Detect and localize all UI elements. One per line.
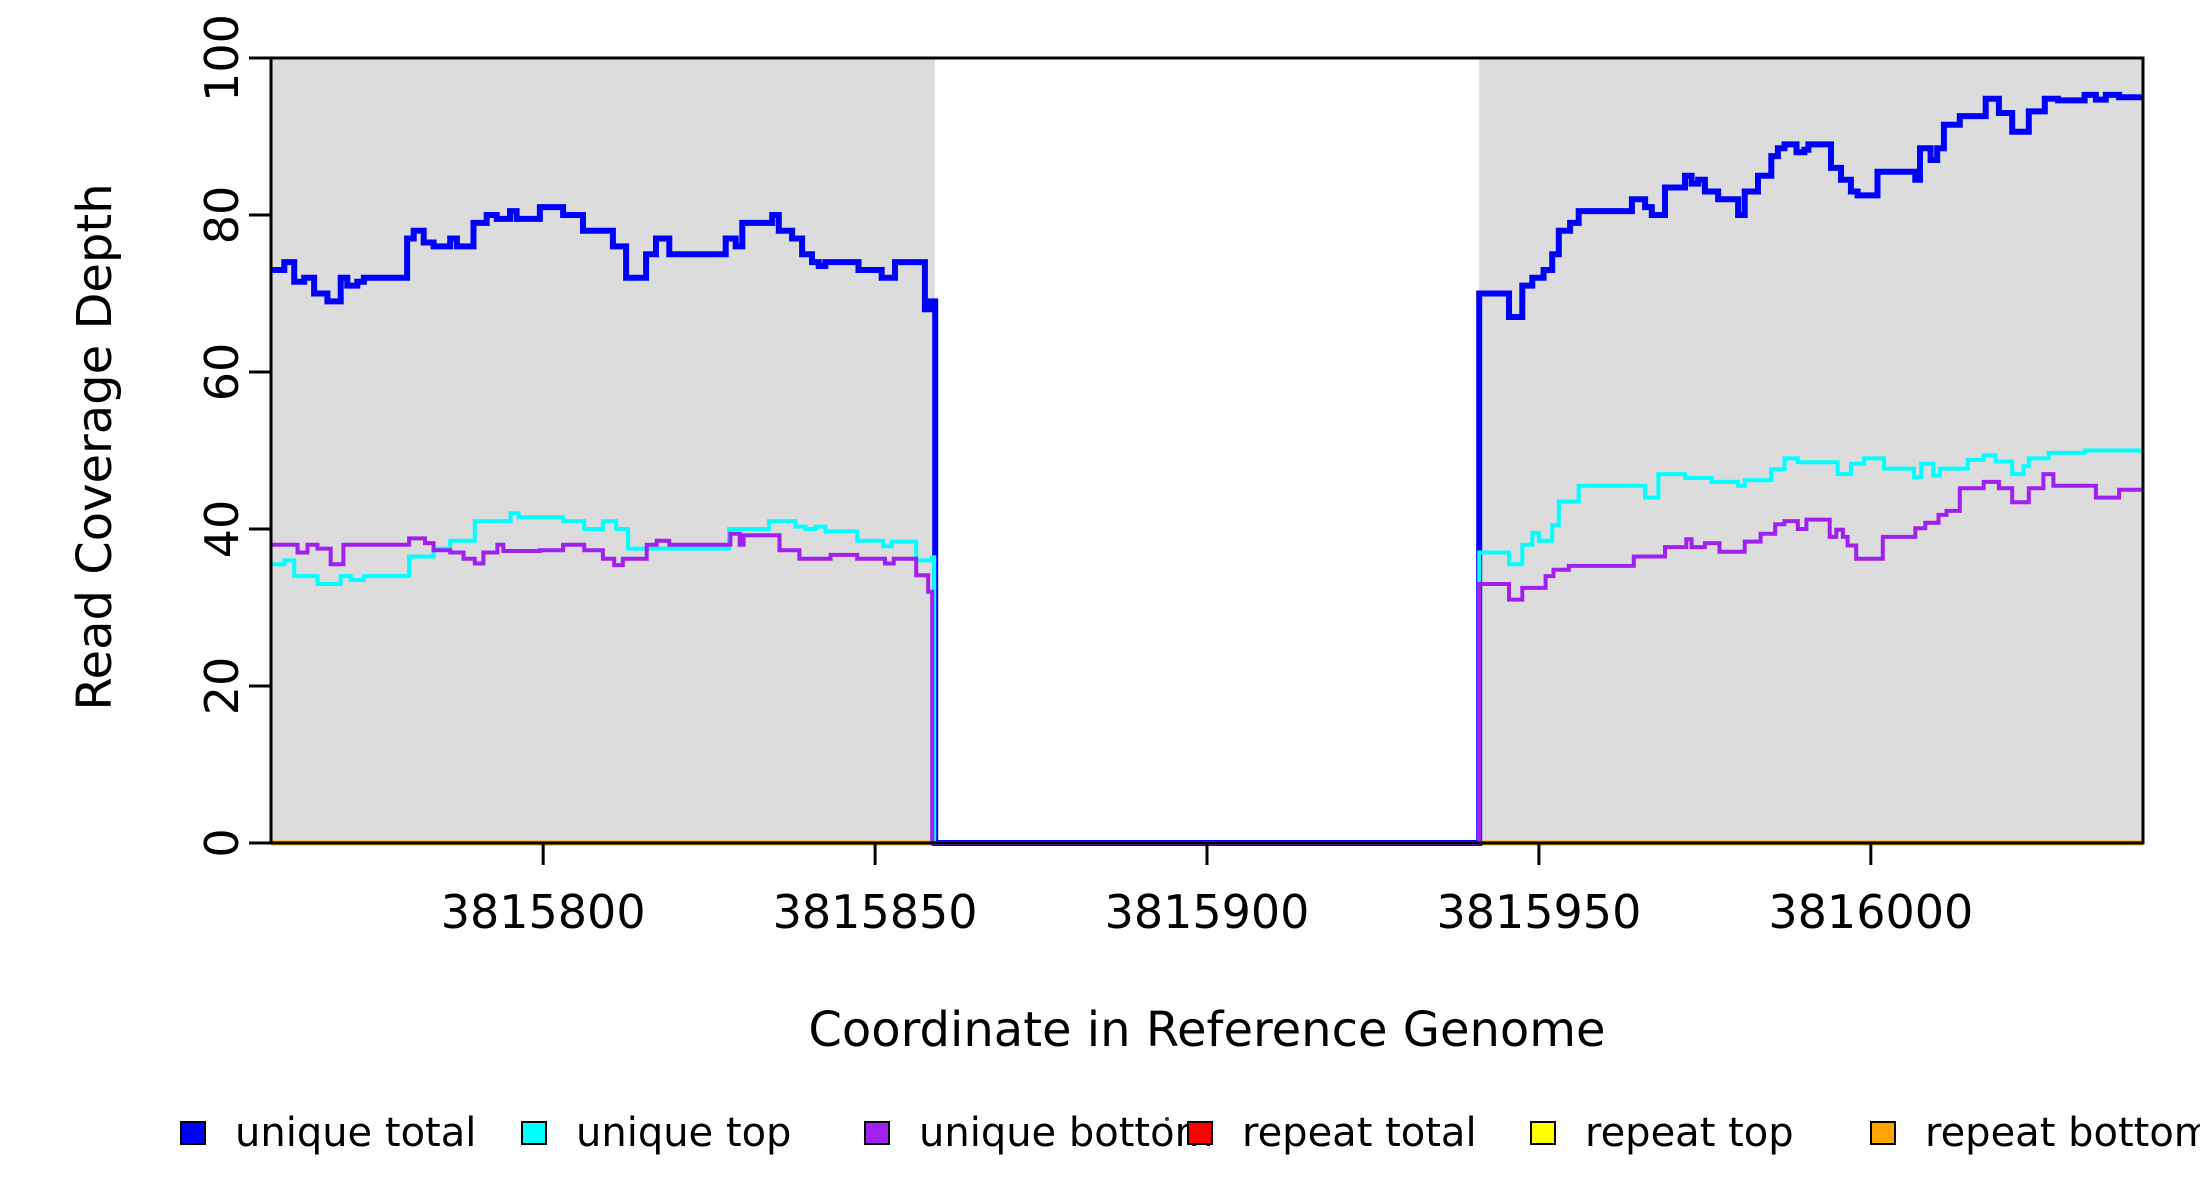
x-tick-label: 3815950	[1436, 885, 1641, 939]
x-tick-label: 3815900	[1105, 885, 1310, 939]
y-tick-label: 40	[195, 500, 249, 559]
series-unique-top	[271, 448, 2143, 845]
shaded-coverage-region	[271, 58, 935, 843]
y-tick-label: 80	[195, 186, 249, 245]
y-tick-label: 20	[195, 657, 249, 716]
x-tick-label: 3815800	[441, 885, 646, 939]
y-tick-label: 0	[195, 828, 249, 857]
y-tick-label: 60	[195, 343, 249, 402]
y-tick-label: 100	[195, 14, 249, 102]
stray-dot-artifact	[1165, 1117, 1169, 1121]
y-axis-title: Read Coverage Depth	[67, 183, 123, 711]
series-unique-bottom	[271, 472, 2143, 845]
x-tick-label: 3816000	[1768, 885, 1973, 939]
series-unique-total	[271, 91, 2143, 846]
shaded-coverage-region	[1479, 58, 2143, 843]
x-axis-title: Coordinate in Reference Genome	[808, 1002, 1606, 1058]
x-tick-label: 3815850	[773, 885, 978, 939]
